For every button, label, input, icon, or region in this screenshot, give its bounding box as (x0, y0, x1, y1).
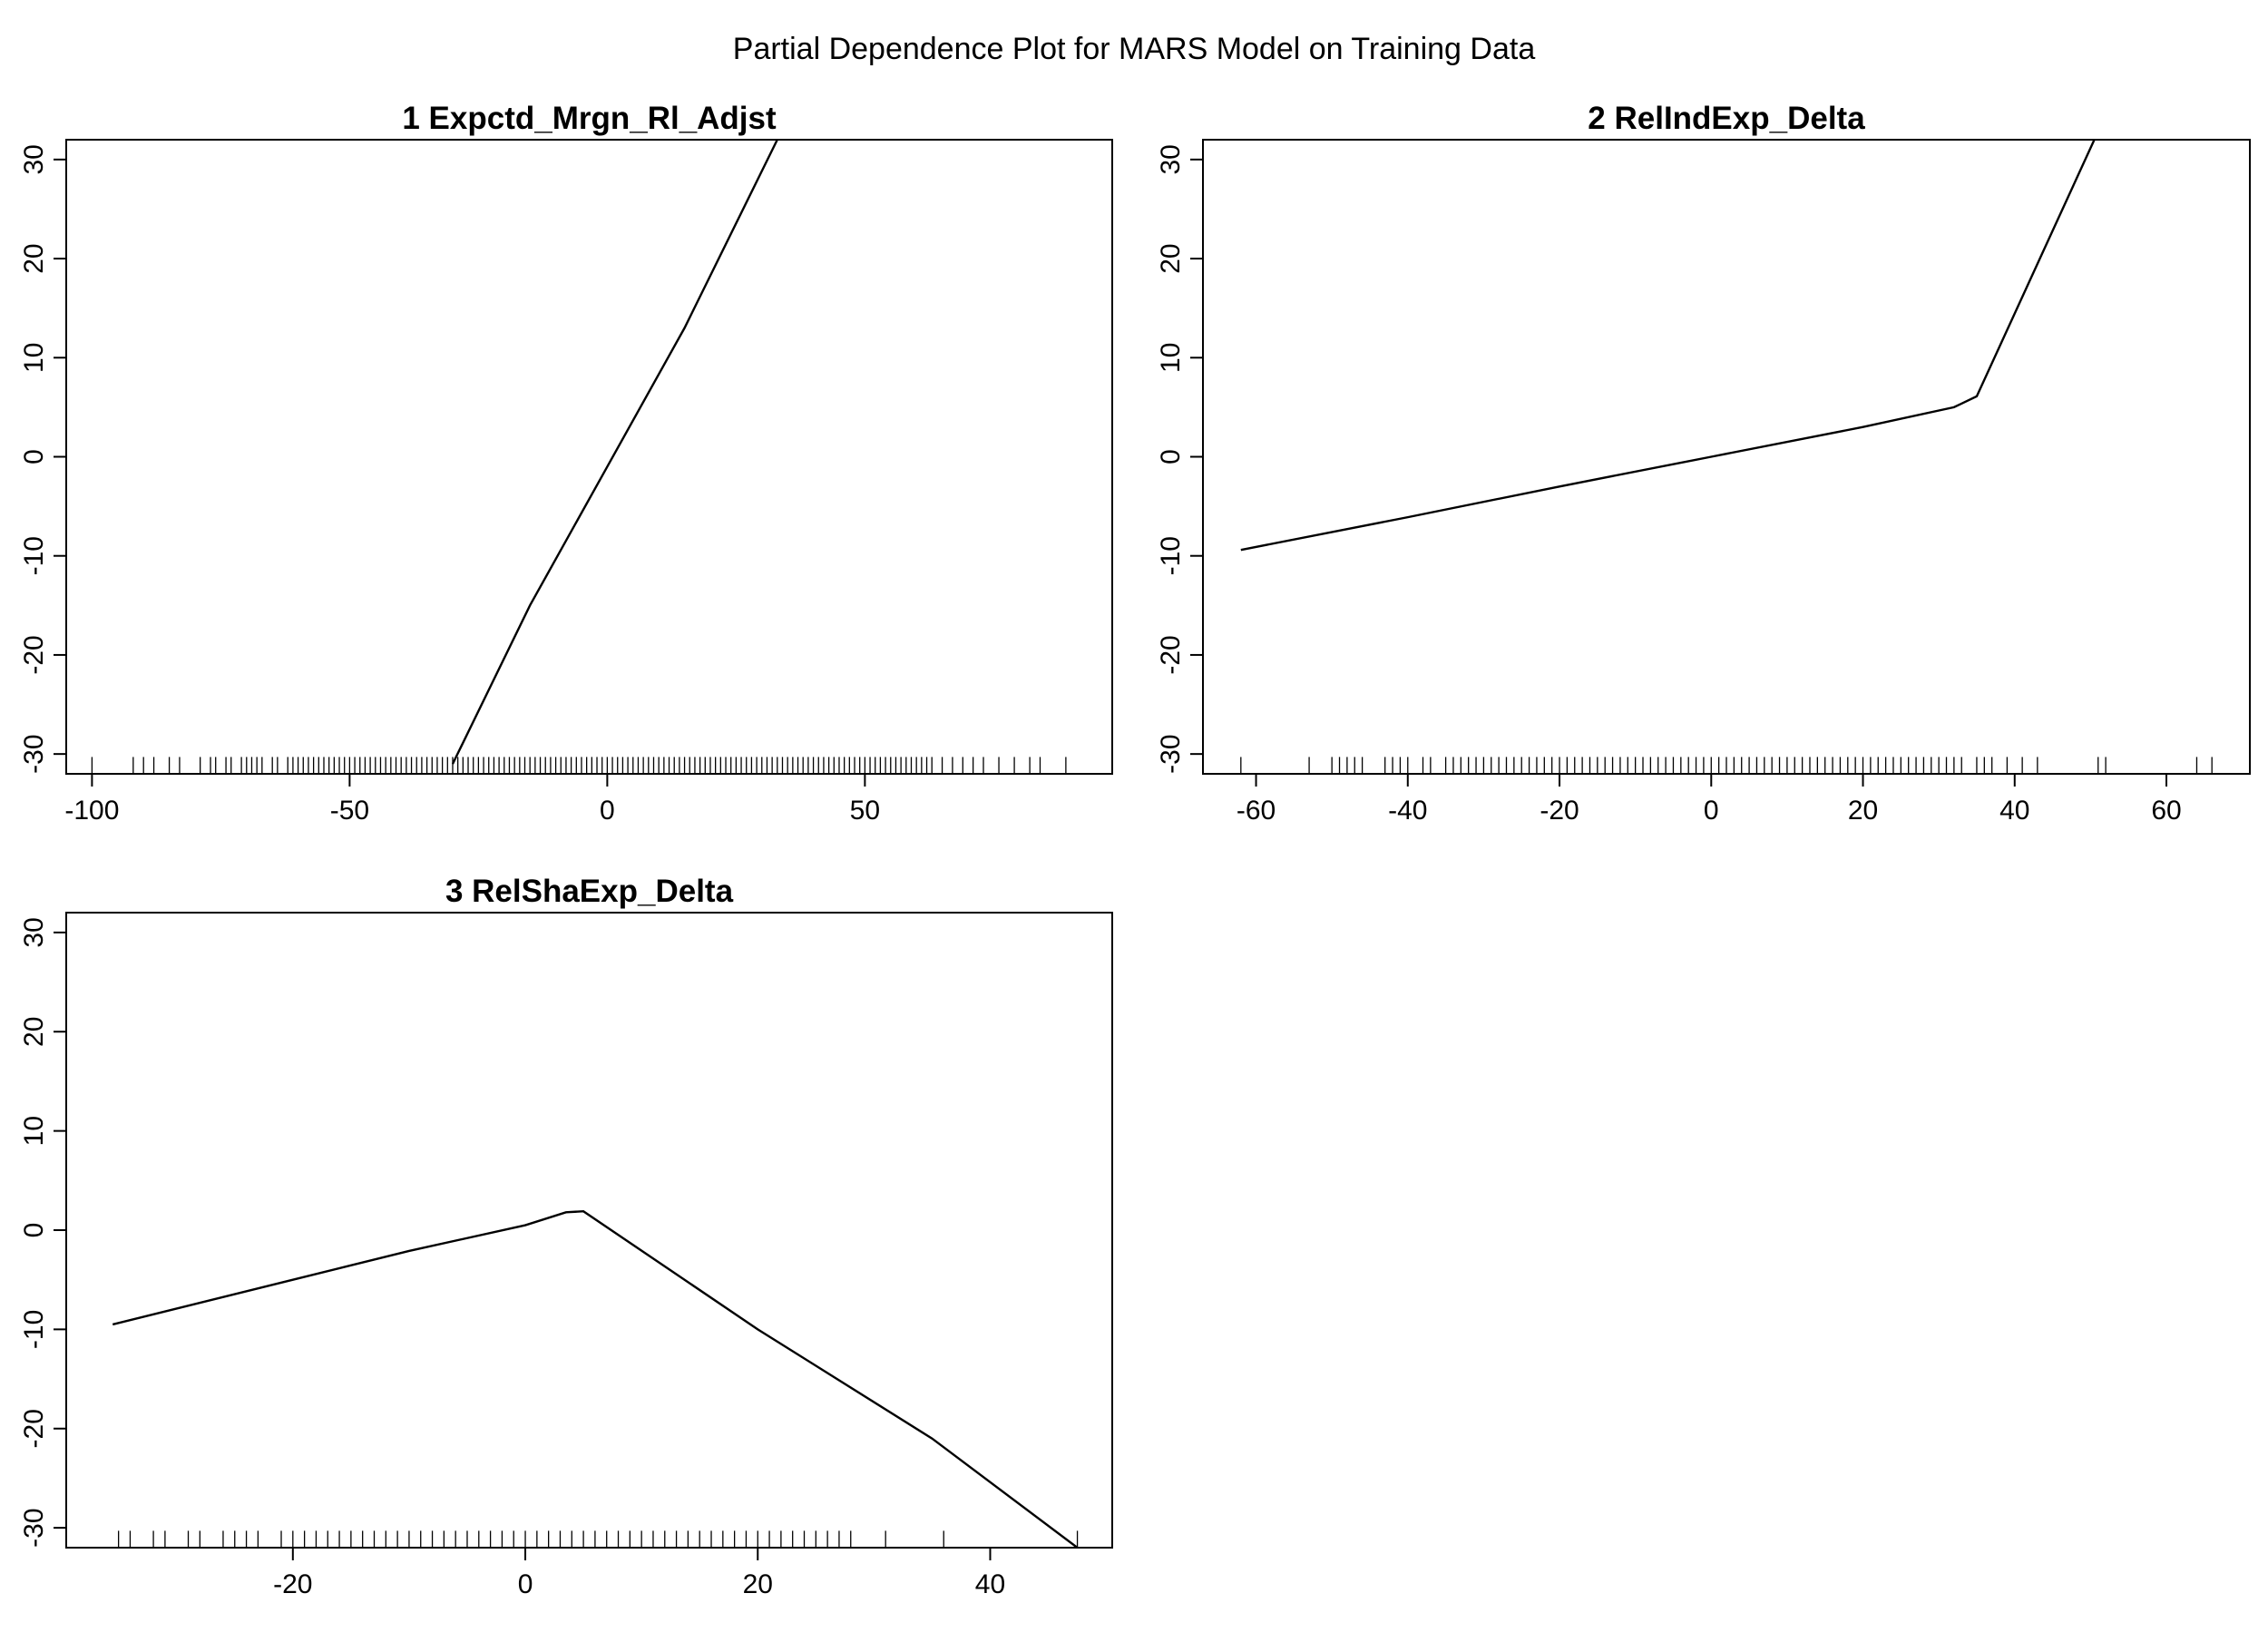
panel-2: 2 RelIndExp_Delta -60 -40 -20 0 20 40 60 -30 -20 -… (1156, 101, 2251, 826)
x-tick-label: 0 (600, 796, 615, 826)
y-tick-label: 20 (19, 1017, 49, 1047)
plot-frame (65, 139, 1113, 775)
x-tick-label: 20 (1848, 796, 1878, 826)
y-tick-label: -30 (19, 734, 49, 773)
y-tick-label: 30 (19, 144, 49, 174)
x-tick-label: -100 (64, 796, 119, 826)
y-tick-label: 30 (1156, 144, 1186, 174)
y-tick-label: -20 (19, 1409, 49, 1448)
x-tick-label: -20 (1540, 796, 1579, 826)
x-tick-label: 40 (1999, 796, 2029, 826)
x-tick-label: 50 (850, 796, 880, 826)
x-tick-label: -50 (330, 796, 369, 826)
x-tick-label: -40 (1388, 796, 1427, 826)
y-tick-label: -30 (1156, 734, 1186, 773)
pdp-line (451, 140, 778, 765)
y-tick-label: -20 (1156, 635, 1186, 674)
x-tick-label: 40 (975, 1569, 1005, 1599)
panel-1: 1 Expctd_Mrgn_Rl_Adjst-100 -50 0 50-30-20-1… (19, 101, 1113, 826)
pdp-line (1240, 140, 2096, 552)
y-tick-label: 0 (1156, 449, 1186, 464)
figure-title: Partial Dependence Plot for MARS Model o… (733, 32, 1536, 66)
panel-title: 1 Expctd_Mrgn_Rl_Adjst (402, 101, 777, 136)
plot-frame (1202, 139, 2251, 775)
x-tick-label: -60 (1237, 796, 1276, 826)
x-tick-label: 20 (743, 1569, 773, 1599)
y-tick-label: 0 (19, 449, 49, 464)
pdp-line (112, 1209, 1079, 1548)
y-tick-label: 10 (1156, 343, 1186, 373)
x-tick-label: 0 (1704, 796, 1719, 826)
y-tick-label: -30 (19, 1508, 49, 1547)
x-tick-label: 60 (2151, 796, 2181, 826)
y-tick-label: 10 (19, 343, 49, 373)
x-tick-label: 0 (518, 1569, 533, 1599)
plot-frame (65, 912, 1113, 1549)
y-tick-label: 20 (19, 243, 49, 273)
y-tick-label: -10 (1156, 536, 1186, 575)
y-tick-label: 20 (1156, 243, 1186, 273)
x-tick-label: -20 (273, 1569, 312, 1599)
y-tick-label: -20 (19, 635, 49, 674)
y-tick-label: 10 (19, 1116, 49, 1146)
y-tick-label: -10 (19, 1310, 49, 1349)
panel-title: 2 RelIndExp_Delta (1588, 101, 1865, 136)
y-tick-label: -10 (19, 536, 49, 575)
panel-title: 3 RelShaExp_Delta (445, 874, 734, 909)
y-tick-label: 30 (19, 917, 49, 947)
y-tick-label: 0 (19, 1223, 49, 1238)
panel-3: 3 RelShaExp_Delta -20 0 20 40 -30 -20 -10 0 10 20 3… (19, 874, 1113, 1599)
